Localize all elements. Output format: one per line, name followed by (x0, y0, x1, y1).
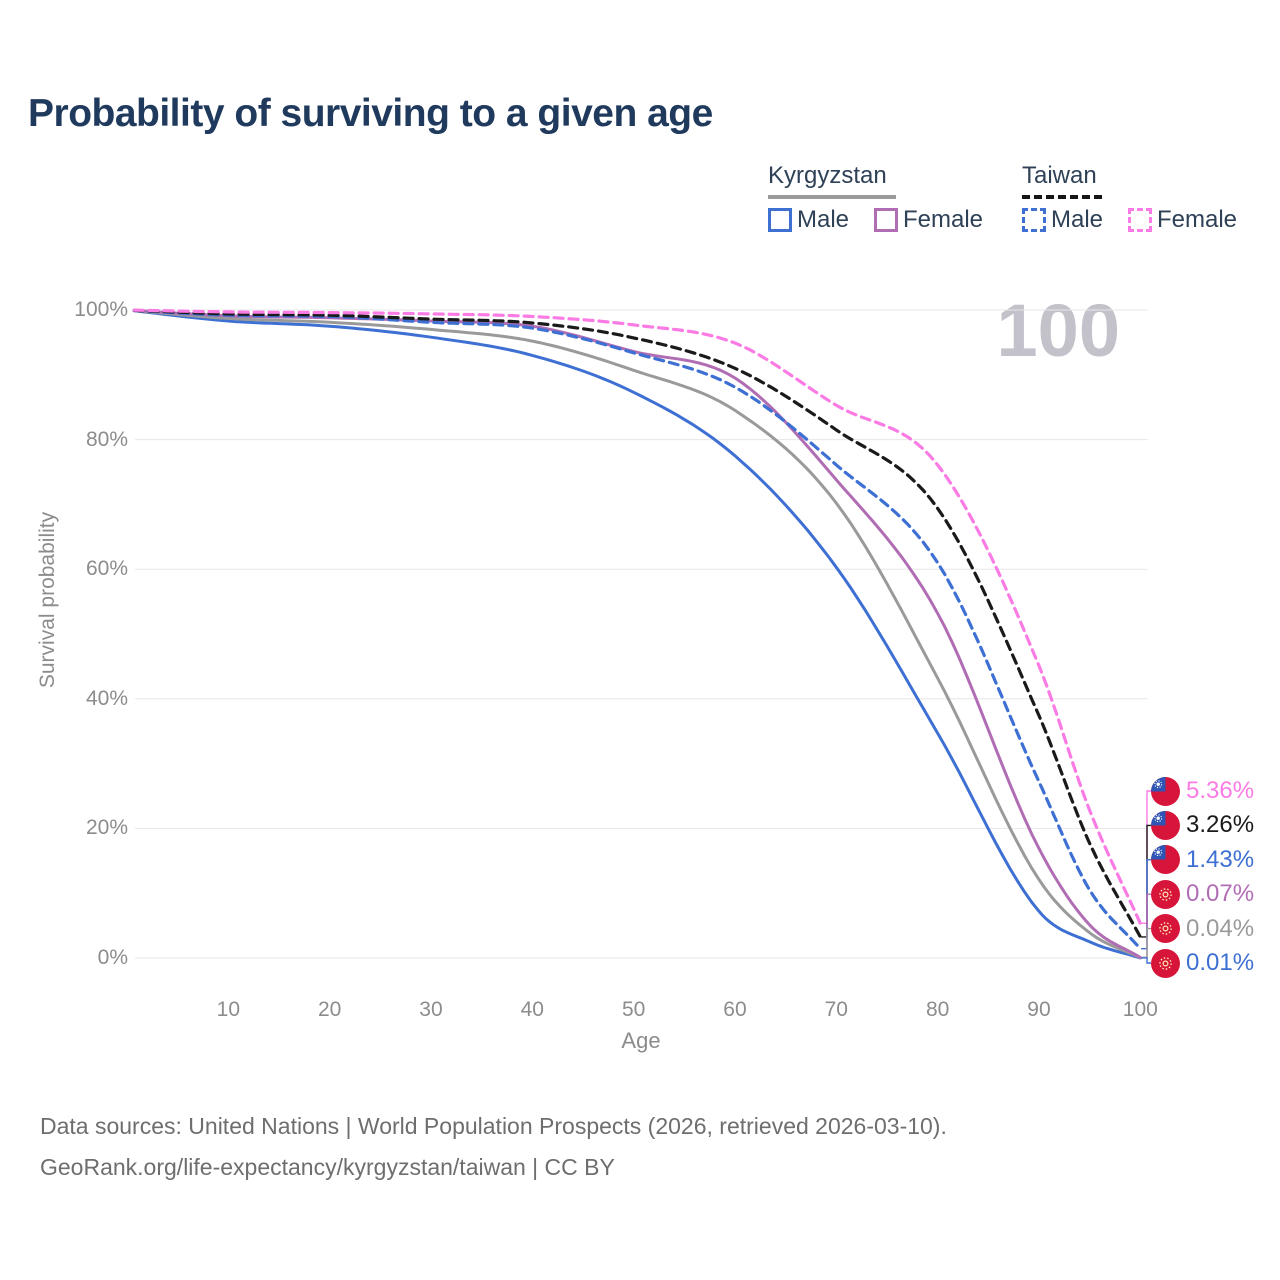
legend-item-label: Female (1157, 206, 1238, 233)
legend-item-taiwan-male[interactable]: Male (1022, 206, 1103, 234)
legend-item-kyrgyzstan-female[interactable]: Female (874, 206, 983, 234)
legend-country-taiwan: Taiwan (1022, 162, 1097, 189)
series-line-kyrgyzstan-total (132, 309, 1142, 960)
x-tick-label-10: 10 (216, 998, 240, 1021)
x-tick-label-50: 50 (621, 998, 646, 1021)
y-tick-label-0: 0% (97, 946, 128, 969)
x-axis-title: Age (621, 1028, 661, 1053)
legend-group-taiwan: Taiwan (1022, 162, 1102, 199)
end-label-taiwan-male: 1.43% (1151, 845, 1254, 875)
end-label-taiwan-total: 3.26% (1151, 810, 1254, 840)
kyrgyzstan-line-swatch (768, 195, 896, 199)
series-line-taiwan-male (132, 308, 1142, 951)
x-tick-label-90: 90 (1027, 998, 1051, 1021)
taiwan-flag-icon (1151, 810, 1180, 840)
series-line-taiwan-female (132, 308, 1142, 925)
x-tick-label-30: 30 (419, 998, 443, 1021)
y-axis-title: Survival probability (36, 511, 59, 689)
legend-item-taiwan-female[interactable]: Female (1128, 206, 1237, 234)
page-title: Probability of surviving to a given age (28, 92, 713, 135)
x-tick-label-60: 60 (723, 998, 747, 1021)
y-tick-label-40: 40% (85, 686, 128, 710)
x-tick-label-40: 40 (520, 998, 544, 1021)
kyrgyzstan-flag-icon (1151, 879, 1180, 909)
taiwan-female-swatch-icon (1128, 208, 1152, 232)
end-label-kyrgyzstan-total: 0.04% (1151, 914, 1254, 944)
kyrgyzstan-flag-icon (1151, 914, 1180, 944)
end-label-kyrgyzstan-male: 0.01% (1151, 948, 1254, 978)
leader-line-taiwan-male (1141, 859, 1151, 950)
end-label-value: 3.26% (1186, 811, 1255, 839)
taiwan-line-swatch (1022, 195, 1102, 199)
data-sources-text: Data sources: United Nations | World Pop… (40, 1113, 947, 1139)
taiwan-male-swatch-icon (1022, 208, 1046, 232)
leader-line-taiwan-total (1141, 824, 1151, 938)
series-line-taiwan-total (132, 308, 1142, 939)
leader-line-kyrgyzstan-total (1141, 927, 1151, 959)
taiwan-flag-icon (1151, 776, 1180, 806)
end-label-kyrgyzstan-female: 0.07% (1151, 879, 1254, 909)
end-label-taiwan-female: 5.36% (1151, 776, 1254, 806)
legend-item-label: Female (903, 206, 984, 233)
leader-line-taiwan-female (1141, 790, 1151, 924)
y-tick-label-60: 60% (85, 557, 128, 581)
legend-item-kyrgyzstan-male[interactable]: Male (768, 206, 849, 234)
y-tick-label-20: 20% (85, 816, 128, 840)
kyrgyzstan-flag-icon (1151, 948, 1180, 978)
kyrgyzstan-male-swatch-icon (768, 208, 792, 232)
source-url-text: GeoRank.org/life-expectancy/kyrgyzstan/t… (40, 1153, 615, 1180)
x-tick-label-20: 20 (317, 998, 342, 1021)
series-line-kyrgyzstan-female (132, 308, 1142, 959)
legend-group-kyrgyzstan: Kyrgyzstan (768, 162, 896, 199)
y-tick-label-100: 100% (74, 298, 128, 321)
leader-line-kyrgyzstan-male (1141, 957, 1151, 964)
legend-item-label: Male (797, 206, 850, 233)
footer-attribution: Data sources: United Nations | World Pop… (40, 1106, 947, 1188)
end-label-value: 5.36% (1186, 777, 1255, 804)
end-label-value: 0.07% (1186, 880, 1255, 908)
watermark-max-age: 100 (996, 289, 1120, 372)
end-label-value: 1.43% (1186, 845, 1255, 873)
x-tick-label-70: 70 (824, 998, 848, 1021)
taiwan-flag-icon (1151, 845, 1180, 875)
x-tick-label-100: 100 (1122, 998, 1158, 1021)
x-tick-label-80: 80 (925, 998, 950, 1021)
legend-item-label: Male (1051, 206, 1104, 233)
end-label-value: 0.04% (1186, 914, 1255, 942)
series-line-kyrgyzstan-male (132, 309, 1142, 960)
end-label-value: 0.01% (1186, 949, 1255, 976)
y-tick-label-80: 80% (85, 427, 128, 451)
kyrgyzstan-female-swatch-icon (874, 208, 898, 232)
legend-country-kyrgyzstan: Kyrgyzstan (768, 162, 887, 189)
